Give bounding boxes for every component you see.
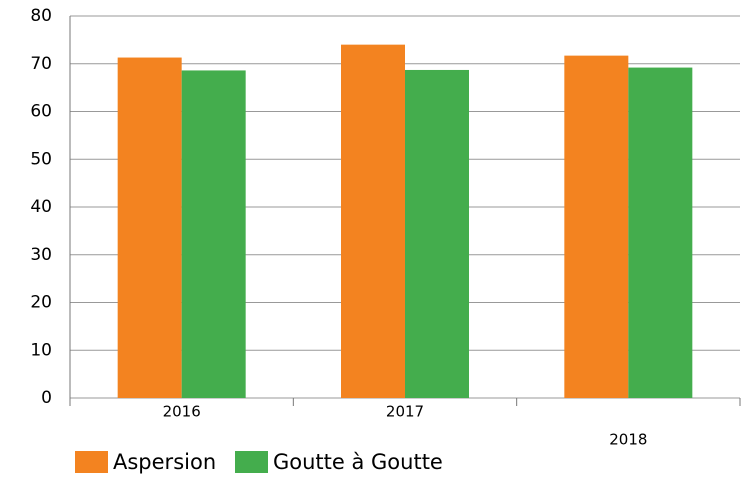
x-tick-label: 2018	[609, 431, 647, 449]
y-tick-label: 20	[30, 293, 52, 313]
legend-label: Goutte à Goutte	[273, 450, 443, 474]
legend-swatch	[235, 451, 268, 473]
y-tick-label: 0	[41, 388, 52, 408]
bar	[405, 69, 469, 399]
x-tick-label: 2017	[386, 403, 424, 421]
y-tick-label: 80	[30, 6, 52, 26]
legend-swatch	[75, 451, 108, 473]
y-tick-label: 60	[30, 102, 52, 122]
y-tick-label: 10	[30, 340, 52, 360]
bar	[628, 67, 693, 398]
y-tick-label: 50	[30, 149, 52, 169]
bar	[117, 57, 182, 398]
bar	[564, 55, 629, 398]
legend-label: Aspersion	[113, 450, 216, 474]
y-tick-label: 30	[30, 245, 52, 265]
bar	[181, 70, 246, 398]
y-tick-label: 40	[30, 197, 52, 217]
x-tick-label: 2016	[163, 403, 201, 421]
bar	[341, 44, 405, 399]
y-tick-label: 70	[30, 54, 52, 74]
